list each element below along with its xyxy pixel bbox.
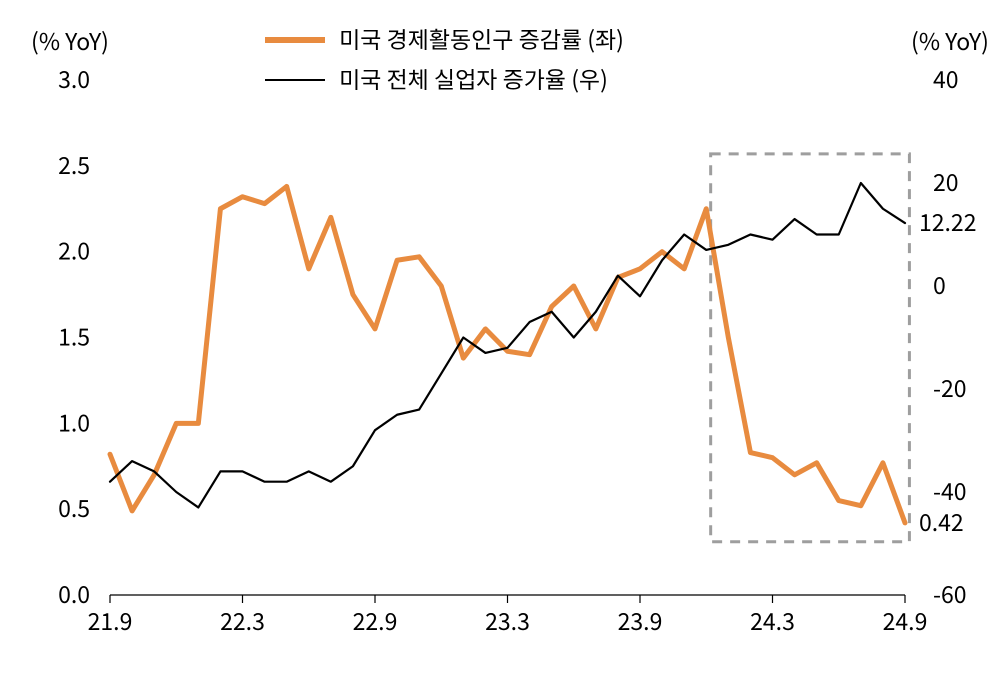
x-tick-label: 23.9 <box>618 603 663 637</box>
x-tick-label: 22.9 <box>353 603 398 637</box>
y-left-tick-label: 3.0 <box>58 61 90 95</box>
y-left-tick-label: 0.0 <box>58 576 90 610</box>
y-left-tick-label: 2.0 <box>58 233 90 267</box>
y-left-tick-label: 1.0 <box>58 404 90 438</box>
y-left-title: (% YoY) <box>31 23 109 57</box>
x-tick-label: 21.9 <box>88 603 133 637</box>
legend-label: 미국 경제활동인구 증감률 (좌) <box>339 21 624 55</box>
y-left-tick-label: 0.5 <box>58 490 90 524</box>
y-right-title: (% YoY) <box>911 23 989 57</box>
x-tick-label: 22.3 <box>220 603 265 637</box>
y-left-tick-label: 1.5 <box>58 319 90 353</box>
x-tick-label: 24.9 <box>883 603 928 637</box>
legend-label: 미국 전체 실업자 증가율 (우) <box>339 61 608 95</box>
y-right-tick-label: -60 <box>933 576 967 610</box>
y-right-tick-label: 20 <box>933 164 959 198</box>
y-right-tick-label: -40 <box>933 473 967 507</box>
x-tick-label: 24.3 <box>750 603 795 637</box>
y-right-tick-label: -20 <box>933 370 967 404</box>
end-label-right: 12.22 <box>919 204 976 238</box>
chart-background <box>0 0 1001 677</box>
y-left-tick-label: 2.5 <box>58 147 90 181</box>
x-tick-label: 23.3 <box>485 603 530 637</box>
y-right-tick-label: 0 <box>933 267 946 301</box>
chart-container: 21.9 22.3 22.9 23.3 23.9 24.3 24.9 0.0 0.5 1.0 1.5… <box>0 0 1001 677</box>
y-right-tick-label: 40 <box>933 61 959 95</box>
end-label-left: 0.42 <box>919 504 964 538</box>
line-chart: 21.9 22.3 22.9 23.3 23.9 24.3 24.9 0.0 0.5 1.0 1.5… <box>0 0 1001 677</box>
